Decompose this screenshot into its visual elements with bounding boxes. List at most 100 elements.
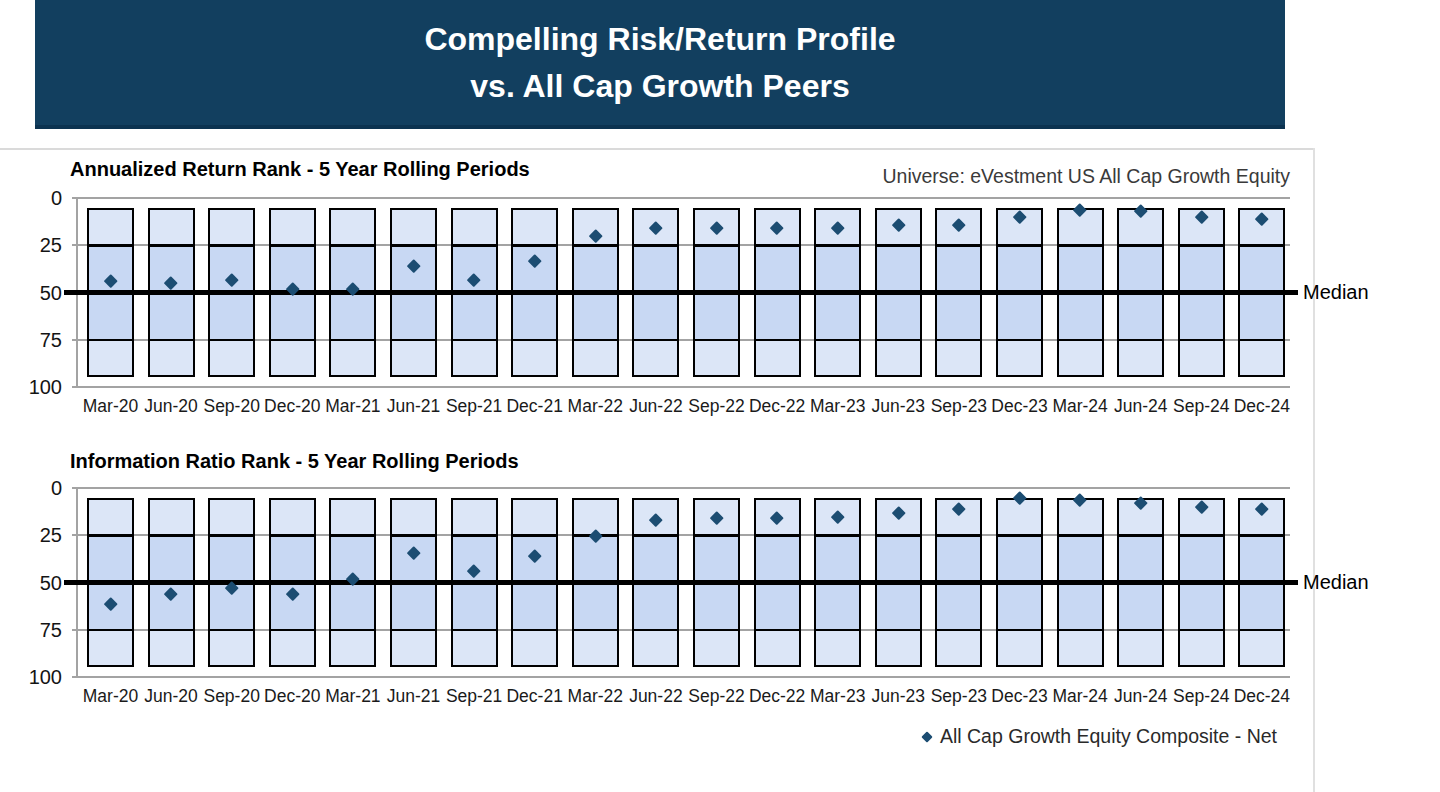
- quartile-divider-line: [998, 534, 1041, 537]
- data-point-diamond: [892, 506, 905, 519]
- median-line: [64, 580, 1298, 585]
- quartile-divider-line: [634, 534, 677, 537]
- data-point-diamond: [831, 222, 844, 235]
- peer-range-box: [148, 498, 195, 666]
- quartile-divider-line: [392, 244, 435, 247]
- quartile-divider-line: [877, 244, 920, 247]
- data-point-diamond: [104, 597, 117, 610]
- quartile-divider-line: [271, 291, 314, 294]
- quartile-divider-line: [392, 291, 435, 294]
- quartile-divider-line: [695, 534, 738, 537]
- data-point-diamond: [1195, 210, 1208, 223]
- x-tick-label: Mar-22: [564, 396, 626, 417]
- peer-range-box: [754, 208, 801, 376]
- quartile-divider-line: [998, 339, 1041, 342]
- x-tick-label: Mar-22: [564, 686, 626, 707]
- quartile-divider-line: [574, 291, 617, 294]
- data-point-diamond: [770, 222, 783, 235]
- quartile-divider-line: [574, 534, 617, 537]
- quartile-divider-line: [756, 244, 799, 247]
- y-gridline: [72, 582, 1290, 584]
- data-point-diamond: [1013, 210, 1026, 223]
- peer-range-box: [996, 498, 1043, 666]
- quartile-divider-line: [1180, 244, 1223, 247]
- peer-range-box: [875, 208, 922, 376]
- peer-range-box: [1057, 208, 1104, 376]
- quartile-divider-line: [210, 581, 253, 584]
- y-gridline: [72, 487, 1290, 489]
- quartile-divider-line: [574, 244, 617, 247]
- universe-label: Universe: eVestment US All Cap Growth Eq…: [882, 165, 1290, 188]
- quartile-divider-line: [453, 629, 496, 632]
- x-tick-label: Mar-24: [1049, 686, 1111, 707]
- data-point-diamond: [1255, 212, 1268, 225]
- x-tick-label: Mar-21: [322, 396, 384, 417]
- quartile-divider-line: [937, 534, 980, 537]
- quartile-divider-line: [1119, 339, 1162, 342]
- quartile-divider-line: [695, 581, 738, 584]
- quartile-divider-line: [695, 244, 738, 247]
- quartile-divider-line: [513, 629, 556, 632]
- quartile-divider-line: [1119, 291, 1162, 294]
- quartile-divider-line: [150, 291, 193, 294]
- slide-title-line1: Compelling Risk/Return Profile: [35, 16, 1285, 63]
- x-tick-label: Mar-23: [807, 686, 869, 707]
- y-tick-label: 0: [0, 476, 62, 500]
- quartile-divider-line: [1240, 534, 1283, 537]
- peer-range-box: [1178, 208, 1225, 376]
- x-tick-label: Jun-24: [1110, 686, 1172, 707]
- x-tick-label: Jun-21: [383, 396, 445, 417]
- peer-range-box: [329, 498, 376, 666]
- peer-range-box: [814, 498, 861, 666]
- data-point-diamond: [710, 512, 723, 525]
- peer-range-box: [996, 208, 1043, 376]
- x-tick-label: Sep-24: [1170, 686, 1232, 707]
- x-tick-label: Dec-21: [504, 686, 566, 707]
- peer-range-box: [632, 498, 679, 666]
- quartile-divider-line: [513, 291, 556, 294]
- x-tick-label: Sep-21: [443, 686, 505, 707]
- legend-series-label: All Cap Growth Equity Composite - Net: [940, 725, 1277, 748]
- peer-range-box: [1238, 498, 1285, 666]
- quartile-divider-line: [89, 244, 132, 247]
- y-axis-line: [76, 198, 78, 387]
- peer-range-box: [693, 208, 740, 376]
- data-point-diamond: [892, 218, 905, 231]
- median-line: [64, 290, 1298, 295]
- data-point-diamond: [286, 282, 299, 295]
- peer-range-box: [935, 208, 982, 376]
- data-point-diamond: [225, 273, 238, 286]
- content-top-divider: [0, 148, 1313, 150]
- quartile-divider-line: [1180, 291, 1223, 294]
- peer-range-box: [511, 208, 558, 376]
- quartile-divider-line: [1240, 629, 1283, 632]
- y-gridline: [72, 292, 1290, 294]
- data-point-diamond: [649, 513, 662, 526]
- quartile-divider-line: [998, 581, 1041, 584]
- peer-range-box: [1057, 498, 1104, 666]
- x-tick-label: Dec-20: [261, 396, 323, 417]
- peer-range-box: [1117, 498, 1164, 666]
- x-tick-label: Dec-21: [504, 396, 566, 417]
- slide-title-line2: vs. All Cap Growth Peers: [35, 63, 1285, 110]
- x-tick-label: Mar-20: [80, 396, 142, 417]
- quartile-divider-line: [331, 244, 374, 247]
- peer-range-box: [1238, 208, 1285, 376]
- peer-range-box: [269, 498, 316, 666]
- quartile-divider-line: [937, 339, 980, 342]
- quartile-divider-line: [574, 629, 617, 632]
- x-tick-label: Jun-23: [867, 396, 929, 417]
- quartile-divider-line: [816, 534, 859, 537]
- quartile-divider-line: [756, 629, 799, 632]
- quartile-divider-line: [271, 244, 314, 247]
- quartile-divider-line: [998, 629, 1041, 632]
- quartile-divider-line: [1240, 244, 1283, 247]
- data-point-diamond: [467, 273, 480, 286]
- quartile-divider-line: [634, 291, 677, 294]
- y-tick-label: 100: [0, 375, 62, 399]
- quartile-divider-line: [816, 291, 859, 294]
- x-tick-label: Sep-21: [443, 396, 505, 417]
- peer-range-box: [875, 498, 922, 666]
- quartile-divider-line: [634, 339, 677, 342]
- peer-range-box: [572, 498, 619, 666]
